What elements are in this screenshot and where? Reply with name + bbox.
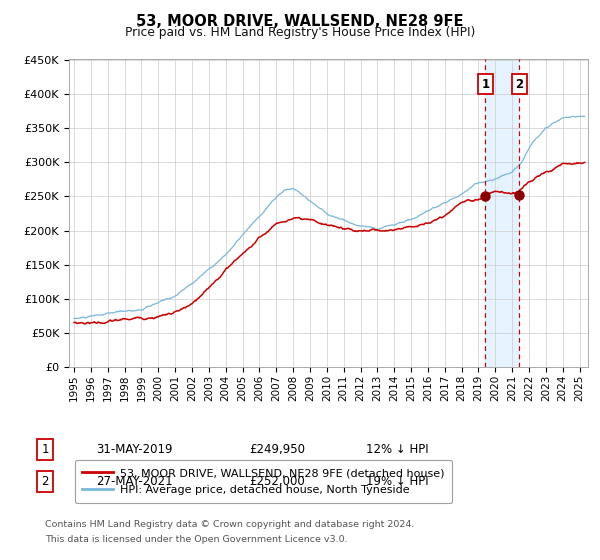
Text: Price paid vs. HM Land Registry's House Price Index (HPI): Price paid vs. HM Land Registry's House …	[125, 26, 475, 39]
Text: 19% ↓ HPI: 19% ↓ HPI	[366, 475, 428, 488]
Text: 53, MOOR DRIVE, WALLSEND, NE28 9FE: 53, MOOR DRIVE, WALLSEND, NE28 9FE	[136, 14, 464, 29]
Text: 27-MAY-2021: 27-MAY-2021	[96, 475, 173, 488]
Text: 1: 1	[41, 443, 49, 456]
Text: Contains HM Land Registry data © Crown copyright and database right 2024.: Contains HM Land Registry data © Crown c…	[45, 520, 415, 529]
Text: 2: 2	[41, 475, 49, 488]
Text: £252,000: £252,000	[249, 475, 305, 488]
Bar	[485, 59, 519, 367]
Text: 2: 2	[515, 77, 523, 91]
Text: 12% ↓ HPI: 12% ↓ HPI	[366, 443, 428, 456]
Text: 1: 1	[481, 77, 490, 91]
Legend: 53, MOOR DRIVE, WALLSEND, NE28 9FE (detached house), HPI: Average price, detache: 53, MOOR DRIVE, WALLSEND, NE28 9FE (deta…	[74, 460, 452, 503]
Text: £249,950: £249,950	[249, 443, 305, 456]
Text: This data is licensed under the Open Government Licence v3.0.: This data is licensed under the Open Gov…	[45, 535, 347, 544]
Text: 31-MAY-2019: 31-MAY-2019	[96, 443, 173, 456]
